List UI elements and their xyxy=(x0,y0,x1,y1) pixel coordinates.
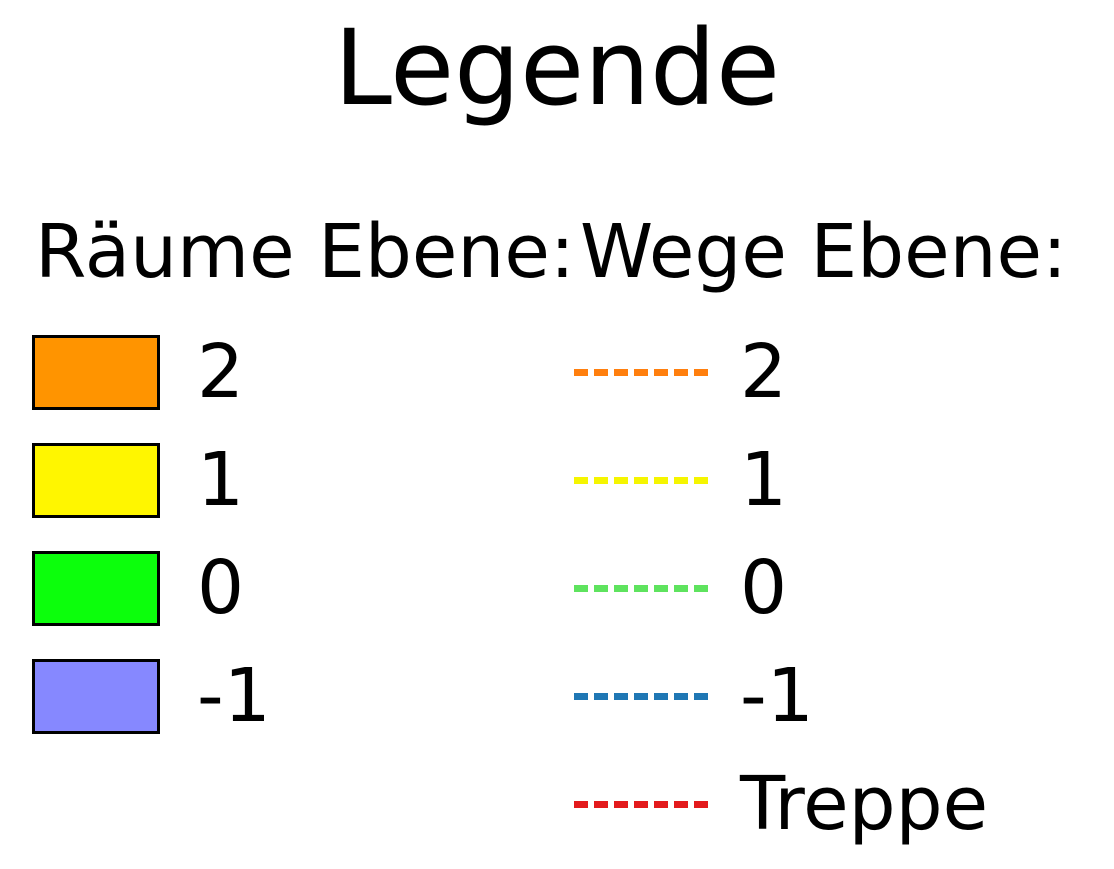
room-label: 2 xyxy=(197,329,245,415)
path-label: Treppe xyxy=(740,761,989,847)
room-swatch-level-0 xyxy=(32,550,160,626)
path-legend-item: 0 xyxy=(574,550,787,626)
path-line-level-1 xyxy=(574,476,708,484)
room-swatch-level-1 xyxy=(32,442,160,518)
path-line-level-2 xyxy=(574,368,708,376)
room-label: -1 xyxy=(197,653,271,739)
path-label: 0 xyxy=(740,545,788,631)
room-swatch-level-2 xyxy=(32,334,160,410)
rooms-header: Räume Ebene: xyxy=(35,209,575,295)
path-legend-item: 1 xyxy=(574,442,787,518)
path-legend-item: 2 xyxy=(574,334,787,410)
path-line-level-0 xyxy=(574,584,708,592)
room-legend-item: 0 xyxy=(32,550,244,626)
paths-header: Wege Ebene: xyxy=(580,209,1067,295)
path-label: 2 xyxy=(740,329,788,415)
room-label: 1 xyxy=(197,437,245,523)
path-legend-item: Treppe xyxy=(574,766,988,842)
room-legend-item: 1 xyxy=(32,442,244,518)
room-legend-item: 2 xyxy=(32,334,244,410)
path-legend-item: -1 xyxy=(574,658,814,734)
path-label: 1 xyxy=(740,437,788,523)
room-legend-item: -1 xyxy=(32,658,271,734)
path-label: -1 xyxy=(740,653,814,739)
path-line-stairs xyxy=(574,800,708,808)
legend-title: Legende xyxy=(333,7,780,129)
path-line-level-minus-1 xyxy=(574,692,708,700)
room-label: 0 xyxy=(197,545,245,631)
room-swatch-level-minus-1 xyxy=(32,658,160,734)
